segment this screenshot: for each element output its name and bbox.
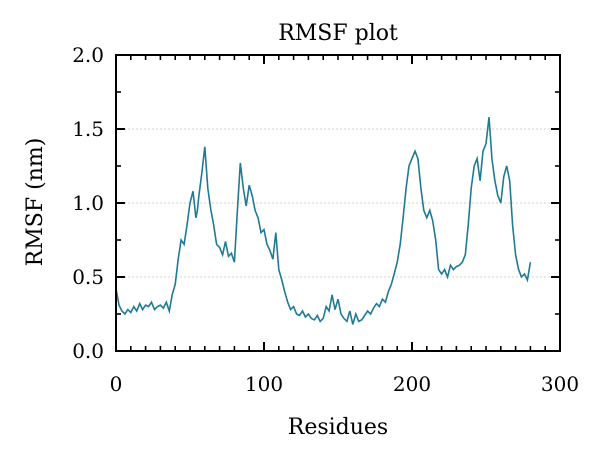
axis-tick-labels: 0 100 200 300 0.0 0.5 1.0 1.5 2.0 [72,43,579,396]
x-tick-label-0: 0 [110,372,123,396]
x-axis-title: Residues [288,415,388,440]
axis-ticks [115,54,561,352]
y-tick-label-1: 0.5 [72,265,104,289]
y-tick-label-0: 0.0 [72,339,104,363]
y-axis-title: RMSF (nm) [23,138,48,267]
x-tick-label-3: 300 [541,372,579,396]
x-tick-label-2: 200 [393,372,431,396]
rmsf-series-line [115,117,532,325]
chart-title: RMSF plot [278,21,398,46]
y-tick-label-2: 1.0 [72,191,104,215]
grid-lines [116,128,560,278]
y-tick-label-3: 1.5 [72,117,104,141]
x-tick-label-1: 100 [245,372,283,396]
y-tick-label-4: 2.0 [72,43,104,67]
